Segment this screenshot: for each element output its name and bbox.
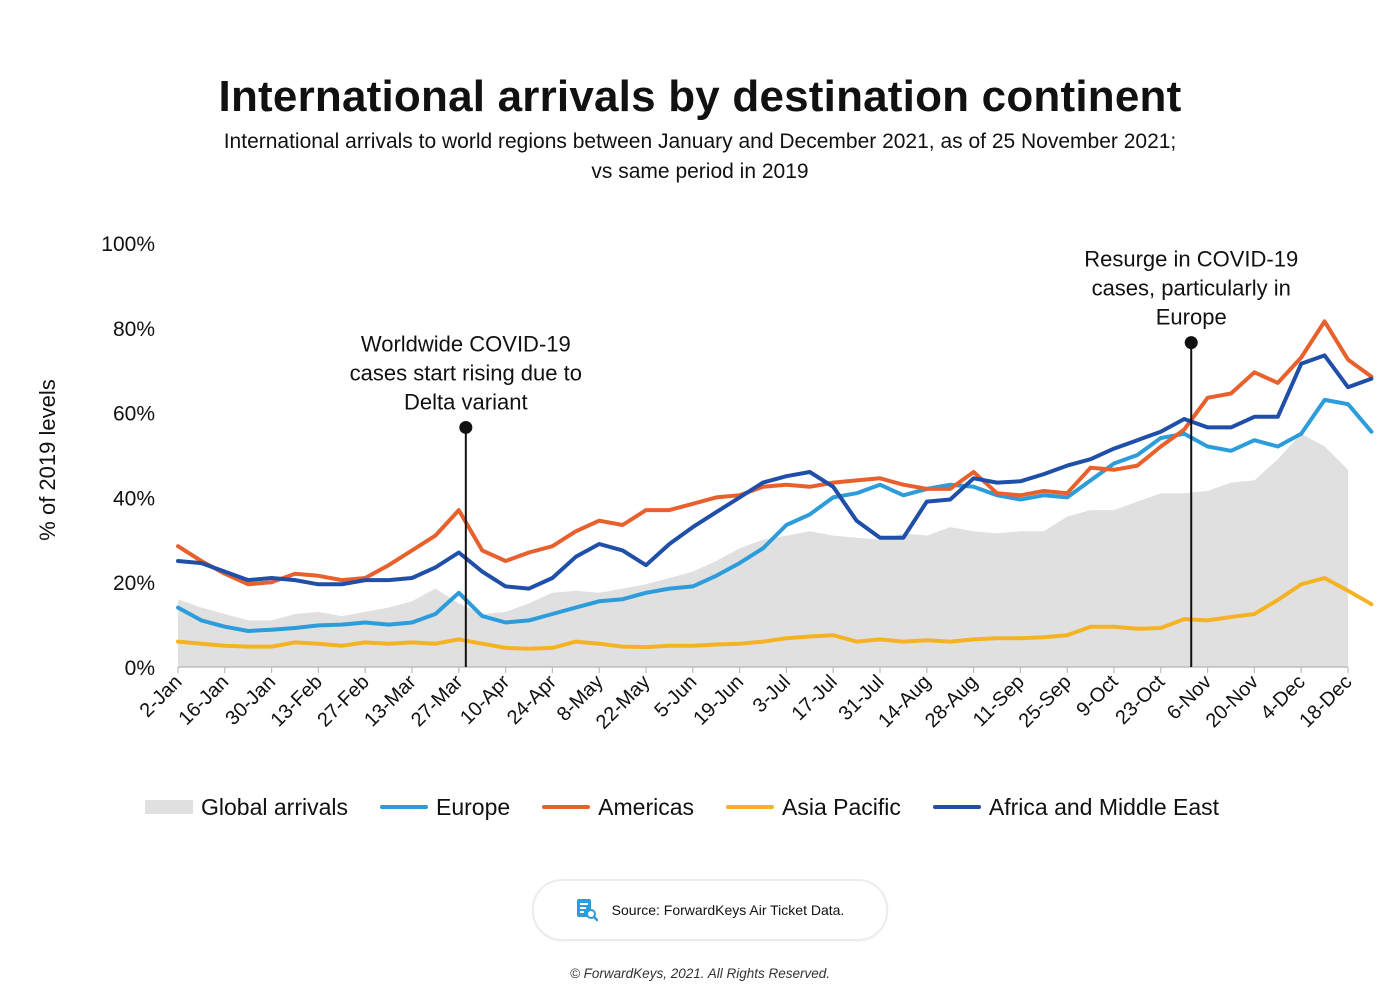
y-tick-label: 80% [113,318,155,341]
y-axis-label: % of 2019 levels [35,379,60,540]
x-tick-label: 13-Mar [360,671,421,732]
legend-label-africa-middle-east: Africa and Middle East [988,793,1220,820]
legend-item-americas: Americas [542,794,694,821]
legend-swatch-europe [380,805,428,809]
x-tick-label: 28-Aug [921,671,982,732]
annotation-marker [1184,336,1198,350]
annotation-text-line: Resurge in COVID-19 [1084,247,1298,272]
x-tick-label: 18-Dec [1295,671,1356,732]
y-tick-label: 100% [101,233,155,256]
legend-swatch-africa-middle-east [932,805,981,809]
x-tick-label: 19-Jun [689,671,748,730]
x-tick-label: 13-Feb [267,671,327,731]
line-series-americas [176,319,1374,587]
legend-item-global: Global arrivals [145,794,348,821]
legend-swatch-americas [542,805,591,809]
y-tick-label: 60% [113,403,155,426]
annotation-text-line: cases, particularly in [1092,276,1291,301]
y-tick-label: 20% [113,572,155,595]
legend-swatch-global [145,800,193,814]
legend-label-europe: Europe [436,793,511,820]
chart-title: International arrivals by destination co… [218,72,1182,121]
line-series-africa-and-middle-east [176,353,1374,591]
x-tick-label: 16-Jan [175,671,234,730]
annotation-text-line: Europe [1156,305,1227,330]
subtitle-line-2: vs same period in 2019 [591,160,809,183]
lines-layer [176,319,1374,651]
chart-subtitle: International arrivals to world regions … [150,127,1250,187]
legend-item-africa-middle-east: Africa and Middle East [932,793,1220,821]
x-tick-label: 25-Sep [1015,671,1076,732]
document-search-icon [576,899,598,922]
source-text: Source: ForwardKeys Air Ticket Data. [611,902,845,918]
chart-legend: Global arrivals Europe Americas Asia Pac… [145,792,1345,822]
x-tick-label: 27-Mar [407,671,468,732]
y-tick-label: 0% [125,657,155,680]
subtitle-line-1: International arrivals to world regions … [223,130,1177,153]
x-tick-label: 23-Oct [1111,671,1169,729]
copyright-text: © ForwardKeys, 2021. All Rights Reserved… [569,966,831,981]
x-tick-label: 27-Feb [313,671,373,731]
legend-label-americas: Americas [598,793,695,820]
legend-item-asia-pacific: Asia Pacific [726,794,901,821]
annotation-text-line: Worldwide COVID-19 [361,331,571,356]
x-tick-label: 17-Jul [788,671,842,725]
annotation-text-line: cases start rising due to [350,360,582,385]
x-tick-label: 10-Apr [456,671,514,729]
annotations-layer: Worldwide COVID-19 cases start rising due… [350,247,1298,667]
legend-label-asia-pacific: Asia Pacific [782,793,901,820]
line-chart: 0%20%40%60%80%100%2-Jan16-Jan30-Jan13-Fe… [35,233,1374,734]
y-tick-label: 40% [113,487,155,510]
legend-item-europe: Europe [380,794,510,821]
source-badge: Source: ForwardKeys Air Ticket Data. [532,879,888,941]
legend-swatch-asia-pacific [726,805,775,809]
legend-label-global: Global arrivals [201,793,348,820]
x-tick-label: 20-Nov [1202,671,1263,732]
x-tick-label: 24-Apr [503,671,561,729]
annotation-text-line: Delta variant [404,389,528,414]
annotation-marker [459,420,473,434]
line-series-asia-pacific [176,576,1374,651]
